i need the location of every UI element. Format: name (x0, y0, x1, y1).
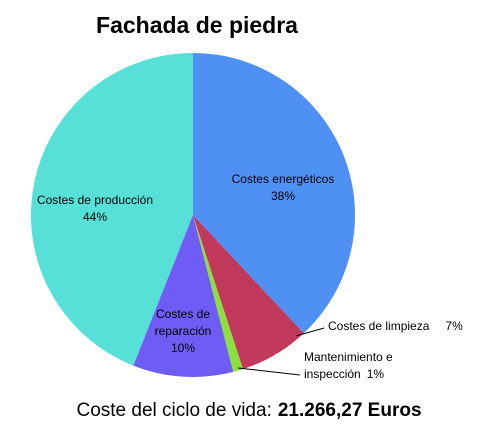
category-label: Costes de limpieza (328, 319, 430, 333)
pie-slice (133, 215, 234, 378)
value-label: 10% (170, 341, 196, 355)
slice-label: Costes de reparación 10% (143, 306, 223, 357)
value-label: 44% (82, 210, 108, 224)
leader-line (237, 367, 301, 376)
leader-line (295, 327, 325, 337)
pie-slice (193, 215, 244, 372)
footer-value: 21.266,27 Euros (277, 400, 422, 421)
slice-label: Costes de producción 44% (25, 192, 165, 226)
category-label: Costes de reparación (154, 307, 212, 338)
pie-slice (30, 53, 193, 366)
value-label: 7% (445, 319, 463, 333)
category-label: Costes de producción (36, 193, 154, 207)
pie-slice (193, 53, 356, 334)
category-label: Mantenimiento e inspección (304, 350, 393, 381)
slice-label: Costes energéticos 38% (223, 171, 343, 205)
pie-slice (193, 215, 304, 370)
chart-title: Fachada de piedra (96, 12, 298, 38)
value-label: 1% (366, 367, 385, 381)
slice-label: Costes de limpieza 7% (328, 318, 488, 335)
footer: Coste del ciclo de vida: 21.266,27 Euros (0, 400, 498, 422)
slice-label: Mantenimiento e inspección 1% (304, 349, 404, 383)
footer-label: Coste del ciclo de vida: (76, 400, 272, 421)
category-label: Costes energéticos (231, 172, 335, 186)
value-label: 38% (270, 189, 296, 203)
